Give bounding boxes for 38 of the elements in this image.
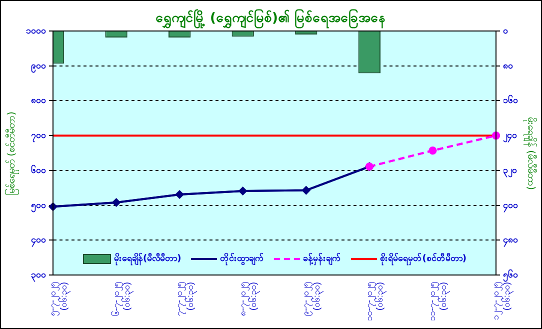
y2-tick-label: ၅၆၀	[503, 269, 518, 282]
x-tick-label: ၉-၇-၂၀၂၅ (၀၆:၃၀)	[300, 282, 324, 316]
y-axis-title: မြစ်ရေမှတ် (စင်တီမီတာ)	[4, 111, 20, 195]
x-tick-label: ၁၂-၇-၂၀၂၅ (၀၆:၃၀)	[490, 282, 514, 320]
y-tick-label: ၅၀၀	[31, 200, 46, 213]
legend-label: မိုးရေချိန်(မီလီမီတာ)	[114, 252, 182, 265]
y2-tick-label: ၁၆၀	[503, 95, 518, 106]
x-tick-label: ၇-၇-၂၀၂၅ (၀၆:၃၀)	[174, 282, 197, 316]
chart-title: ရွှေကျင်မြို့ (ရွှေကျင်မြစ်)၏ မြစ်ရေအခြေအနေ	[156, 11, 386, 26]
x-tick-label: ၆-၇-၂၀၂၅ (၀၆:၃၀)	[110, 282, 134, 316]
legend-label: စိုးရိမ်ရေမှတ်(စင်တီမီတာ)	[380, 252, 466, 265]
point	[49, 202, 57, 211]
x-tick-label: ၁၀-၇-၂၀၂၅ (၀၆:၃၀)	[364, 282, 387, 322]
x-tick-label: ၅-၇-၂၀၂၅ (၀၆:၃၀)	[47, 282, 70, 316]
y-tick-label: ၃၀၀	[31, 269, 46, 282]
point	[302, 186, 310, 194]
y2-axis-title: မိုးရေချိန် (မီလီမီတာ)	[522, 116, 538, 190]
legend-label: တိုင်းထွာချက်	[220, 252, 264, 265]
y-tick-label: ၇၀၀	[31, 130, 46, 144]
y-tick-label: ၁၀၀၀	[26, 25, 46, 36]
x-tick-label: ၈-၇-၂၀၂၅ (၀၆:၃၀)	[237, 282, 260, 316]
point	[428, 146, 437, 155]
y2-tick-label: ၂၄၀	[503, 130, 517, 144]
point	[492, 132, 500, 140]
x-tick-label: ၁၁-၇-၂၀၂၅ (၀၆:၃၀)	[427, 282, 450, 322]
point	[112, 198, 120, 206]
y2-tick-label: ၄၈၀	[503, 234, 518, 248]
y2-tick-label: ၄၀၀	[503, 200, 518, 213]
y-tick-label: ၉၀၀	[31, 60, 46, 74]
y-tick-label: ၆၀၀	[31, 164, 46, 175]
y-tick-label: ၈၀၀	[31, 95, 46, 106]
legend-label: ခန့်မှန်းချက်	[303, 252, 342, 265]
point	[176, 190, 184, 198]
point	[238, 187, 247, 195]
y2-tick-label: ၈၀	[503, 60, 513, 70]
y-tick-label: ၄၀၀	[31, 234, 46, 248]
y2-tick-label: ၀	[503, 25, 508, 36]
y2-tick-label: ၃၂၀	[503, 164, 517, 178]
